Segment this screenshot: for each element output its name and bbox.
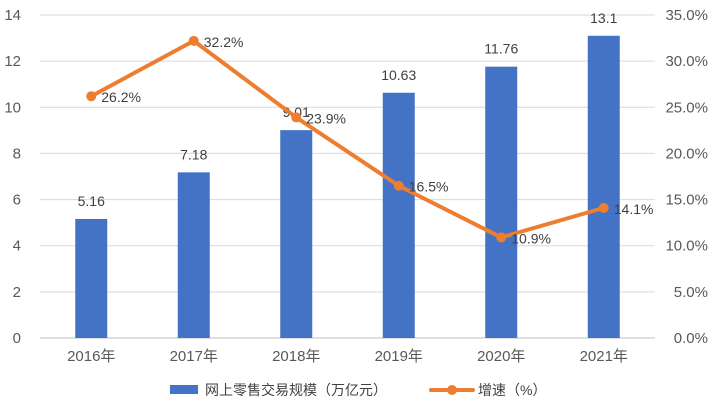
line-data-label: 14.1% xyxy=(614,201,654,217)
x-axis-tick-label: 2018年 xyxy=(272,348,320,365)
bar-data-label: 7.18 xyxy=(180,146,207,162)
left-axis: 0 2 4 6 8 10 12 14 xyxy=(4,7,21,347)
x-axis-tick-label: 2017年 xyxy=(170,348,218,365)
line-data-label: 23.9% xyxy=(306,110,346,126)
bar-series: 5.16 7.18 9.01 10.63 11.76 13.1 xyxy=(75,10,620,339)
right-axis-tick-label: 15.0% xyxy=(665,192,708,209)
left-axis-tick-label: 10 xyxy=(4,99,21,116)
right-axis-tick-label: 35.0% xyxy=(665,7,708,24)
bar xyxy=(75,218,108,338)
x-axis: 2016年 2017年 2018年 2019年 2020年 2021年 xyxy=(67,348,628,365)
left-axis-tick-label: 0 xyxy=(13,330,21,347)
legend: 网上零售交易规模（万亿元） 增速（%） xyxy=(170,382,546,398)
line-data-label: 32.2% xyxy=(204,34,244,50)
legend-swatch-marker xyxy=(447,385,457,395)
bar xyxy=(280,130,313,338)
right-axis-tick-label: 30.0% xyxy=(665,53,708,70)
left-axis-tick-label: 12 xyxy=(4,53,21,70)
bar xyxy=(587,35,620,339)
line-marker xyxy=(86,91,97,102)
x-axis-tick-label: 2019年 xyxy=(375,348,423,365)
bar xyxy=(485,66,518,339)
line-marker xyxy=(496,232,507,243)
right-axis-tick-label: 20.0% xyxy=(665,145,708,162)
line-data-label: 26.2% xyxy=(101,89,141,105)
x-axis-tick-label: 2016年 xyxy=(67,348,115,365)
bar-data-label: 13.1 xyxy=(590,10,617,26)
line-marker xyxy=(188,35,199,46)
line-data-label: 16.5% xyxy=(409,179,449,195)
legend-label-line: 增速（%） xyxy=(478,382,546,398)
line-path xyxy=(89,38,606,240)
x-axis-tick-label: 2020年 xyxy=(477,348,525,365)
right-axis-tick-label: 10.0% xyxy=(665,238,708,255)
line-data-label: 10.9% xyxy=(511,230,551,246)
line-marker xyxy=(598,202,609,213)
x-axis-tick-label: 2021年 xyxy=(580,348,628,365)
left-axis-tick-label: 8 xyxy=(13,145,21,162)
bar xyxy=(382,92,415,338)
bar-data-label: 5.16 xyxy=(78,193,105,209)
line-series: 26.2% 32.2% 23.9% 16.5% 10.9% 14.1% xyxy=(86,34,654,246)
right-axis-tick-label: 5.0% xyxy=(674,284,708,301)
line-marker xyxy=(291,112,302,123)
left-axis-tick-label: 6 xyxy=(13,192,21,209)
gridlines xyxy=(40,14,655,339)
right-axis-tick-label: 25.0% xyxy=(665,99,708,116)
bar-data-label: 10.63 xyxy=(381,67,416,83)
left-axis-tick-label: 14 xyxy=(4,7,21,24)
bar-data-label: 9.01 xyxy=(283,104,310,120)
bar xyxy=(177,172,210,338)
left-axis-tick-label: 4 xyxy=(13,238,21,255)
right-axis-tick-label: 0.0% xyxy=(674,330,708,347)
left-axis-tick-label: 2 xyxy=(13,284,21,301)
legend-swatch-bar xyxy=(170,385,198,394)
right-axis: 0.0% 5.0% 10.0% 15.0% 20.0% 25.0% 30.0% 35.0% xyxy=(665,7,708,347)
line-marker xyxy=(393,180,404,191)
bar-data-label: 11.76 xyxy=(484,41,518,57)
legend-label-bar: 网上零售交易规模（万亿元） xyxy=(205,382,387,398)
